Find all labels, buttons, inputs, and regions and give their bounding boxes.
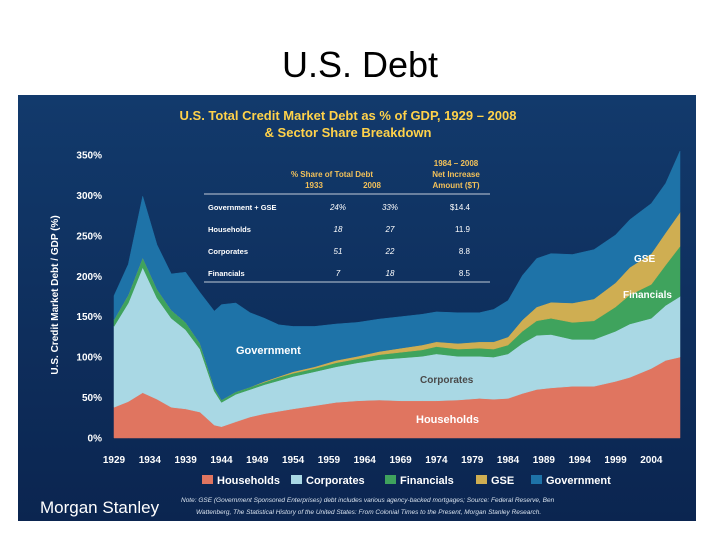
y-tick-label: 200% xyxy=(76,272,102,283)
x-tick-label: 1939 xyxy=(175,455,198,466)
table-cell-1933: 18 xyxy=(334,225,343,234)
y-tick-label: 150% xyxy=(76,312,102,323)
label-government: Government xyxy=(236,345,301,357)
label-gse: GSE xyxy=(634,254,655,265)
morgan-stanley-logo: Morgan Stanley xyxy=(40,498,160,517)
table-header-net-amount: Amount ($T) xyxy=(432,181,479,190)
legend-swatch-government xyxy=(531,475,542,484)
table-cell-net: 8.8 xyxy=(459,247,471,256)
y-tick-label: 50% xyxy=(82,393,102,404)
x-axis-ticks: 1929 1934 1939 1944 1949 1954 1959 1964 1969 1974… xyxy=(103,455,663,466)
y-tick-label: 300% xyxy=(76,191,102,202)
x-tick-label: 1934 xyxy=(139,455,162,466)
x-tick-label: 2004 xyxy=(640,455,663,466)
x-tick-label: 1954 xyxy=(282,455,305,466)
x-tick-label: 1989 xyxy=(533,455,556,466)
table-cell-1933: 7 xyxy=(336,269,341,278)
table-cell-net: 11.9 xyxy=(455,225,471,234)
x-tick-label: 1974 xyxy=(425,455,448,466)
table-row-label: Government + GSE xyxy=(208,203,277,212)
x-tick-label: 1949 xyxy=(246,455,269,466)
debt-chart: U.S. Total Credit Market Debt as % of GD… xyxy=(18,95,696,521)
table-cell-2008: 18 xyxy=(386,269,395,278)
table-header-share: % Share of Total Debt xyxy=(291,170,373,179)
table-cell-1933: 24% xyxy=(329,203,346,212)
table-header-net-increase: Net Increase xyxy=(432,170,480,179)
chart-title-line1: U.S. Total Credit Market Debt as % of GD… xyxy=(180,108,517,123)
table-header-net-period: 1984 – 2008 xyxy=(434,159,479,168)
x-tick-label: 1969 xyxy=(389,455,412,466)
table-header-1933: 1933 xyxy=(305,181,323,190)
chart-title-line2: & Sector Share Breakdown xyxy=(265,125,432,140)
y-tick-label: 250% xyxy=(76,231,102,242)
legend-label-gse: GSE xyxy=(491,475,514,487)
area-government xyxy=(113,150,681,401)
table-row-label: Financials xyxy=(208,269,245,278)
x-tick-label: 1959 xyxy=(318,455,341,466)
y-tick-label: 100% xyxy=(76,353,102,364)
inset-table: % Share of Total Debt 1933 2008 1984 – 20… xyxy=(204,159,490,283)
x-tick-label: 1964 xyxy=(354,455,377,466)
x-tick-label: 1979 xyxy=(461,455,484,466)
table-rows: Government + GSE 24% 33% $14.4 Households 18 2… xyxy=(208,203,471,278)
legend-label-corporates: Corporates xyxy=(306,475,365,487)
label-financials: Financials xyxy=(623,290,672,301)
footer-note-line1: Note: GSE (Government Sponsored Enterpri… xyxy=(181,497,555,504)
table-row-label: Corporates xyxy=(208,247,248,256)
table-cell-net: $14.4 xyxy=(450,203,471,212)
legend-swatch-corporates xyxy=(291,475,302,484)
chart-panel: U.S. Total Credit Market Debt as % of GD… xyxy=(18,95,696,521)
table-cell-2008: 22 xyxy=(385,247,395,256)
table-cell-2008: 27 xyxy=(385,225,395,234)
x-tick-label: 1984 xyxy=(497,455,520,466)
x-tick-label: 1994 xyxy=(569,455,592,466)
table-cell-2008: 33% xyxy=(382,203,398,212)
legend-swatch-gse xyxy=(476,475,487,484)
table-cell-net: 8.5 xyxy=(459,269,471,278)
x-tick-label: 1944 xyxy=(210,455,233,466)
legend-swatch-households xyxy=(202,475,213,484)
legend-label-financials: Financials xyxy=(400,475,454,487)
x-tick-label: 1929 xyxy=(103,455,126,466)
y-tick-label: 350% xyxy=(76,151,102,162)
legend-label-households: Households xyxy=(217,475,280,487)
slide-title: U.S. Debt xyxy=(281,44,439,85)
y-tick-label: 0% xyxy=(88,434,103,445)
y-axis-ticks: 0% 50% 100% 150% 200% 250% 300% 350% xyxy=(76,151,102,445)
legend-swatch-financials xyxy=(385,475,396,484)
x-tick-label: 1999 xyxy=(604,455,627,466)
stacked-areas xyxy=(113,150,681,439)
table-header-2008: 2008 xyxy=(363,181,381,190)
footer-note-line2: Wattenberg, The Statistical History of t… xyxy=(196,509,541,516)
y-axis-label: U.S. Credit Market Debt / GDP (%) xyxy=(50,215,61,374)
legend-label-government: Government xyxy=(546,475,611,487)
legend: Households Corporates Financials GSE Gov… xyxy=(202,475,611,487)
label-corporates: Corporates xyxy=(420,375,474,386)
label-households: Households xyxy=(416,414,479,426)
table-row-label: Households xyxy=(208,225,251,234)
table-cell-1933: 51 xyxy=(334,247,343,256)
